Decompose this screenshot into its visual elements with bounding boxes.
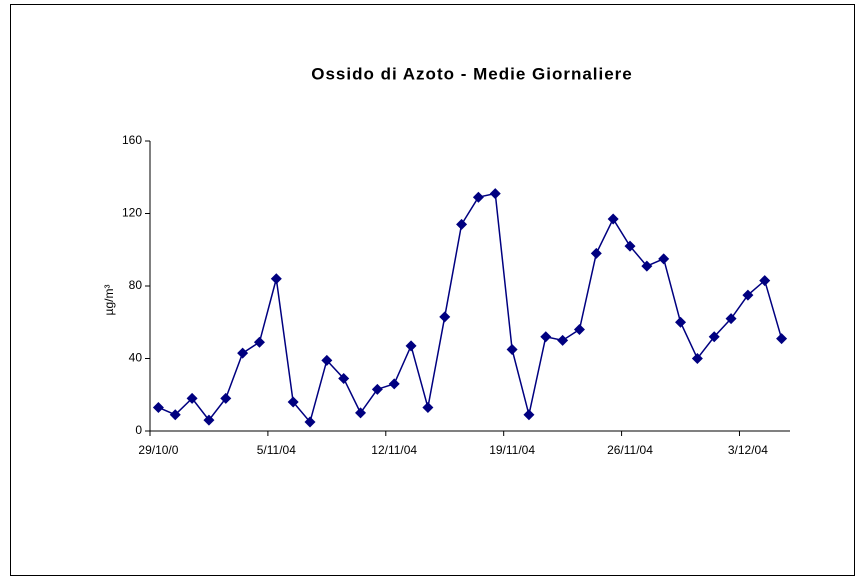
data-point [405,340,417,352]
data-point [321,354,333,366]
y-tick-label: 0 [135,423,142,437]
data-point [338,372,350,384]
data-point [759,275,771,287]
y-tick-label: 120 [122,206,142,220]
data-point [388,378,400,390]
data-point [422,401,434,413]
x-tick-label: 26/11/04 [607,443,653,457]
data-point [304,416,316,428]
data-point [355,407,367,419]
x-tick-label: 5/11/04 [257,443,296,457]
data-point [658,253,670,265]
x-tick-label: 29/10/0 [138,443,178,457]
y-axis-label: µg/m³ [102,285,116,316]
data-point [540,331,552,343]
data-point [439,311,451,323]
data-point [371,383,383,395]
data-point [523,409,535,421]
data-point [253,336,265,348]
data-point [573,324,585,335]
data-point [169,409,181,421]
x-tick-label: 19/11/04 [489,443,535,457]
data-point [624,240,636,252]
y-tick-label: 160 [122,133,142,147]
chart-title: Ossido di Azoto - Medie Giornaliere [311,64,633,83]
data-point [287,396,299,408]
data-point [708,331,720,343]
chart-border [10,4,855,576]
data-point [590,247,602,259]
data-point [742,289,754,301]
data-point [506,343,518,355]
data-point [237,347,249,359]
data-point [557,334,569,346]
data-point [725,313,737,325]
data-point [776,333,788,345]
data-point [472,191,484,203]
data-point [641,260,653,272]
data-point [607,213,619,225]
series-line [158,192,783,424]
y-tick-label: 80 [129,278,143,292]
data-point [203,414,215,426]
x-tick-label: 12/11/04 [371,443,417,457]
data-point [456,218,468,230]
data-point [691,353,703,364]
data-point [489,188,501,200]
data-point [675,316,687,328]
data-point [270,273,282,285]
x-tick-label: 3/12/04 [728,443,768,457]
y-tick-label: 40 [129,351,143,365]
data-point [152,401,164,413]
data-point [186,392,198,404]
data-point [220,392,232,404]
